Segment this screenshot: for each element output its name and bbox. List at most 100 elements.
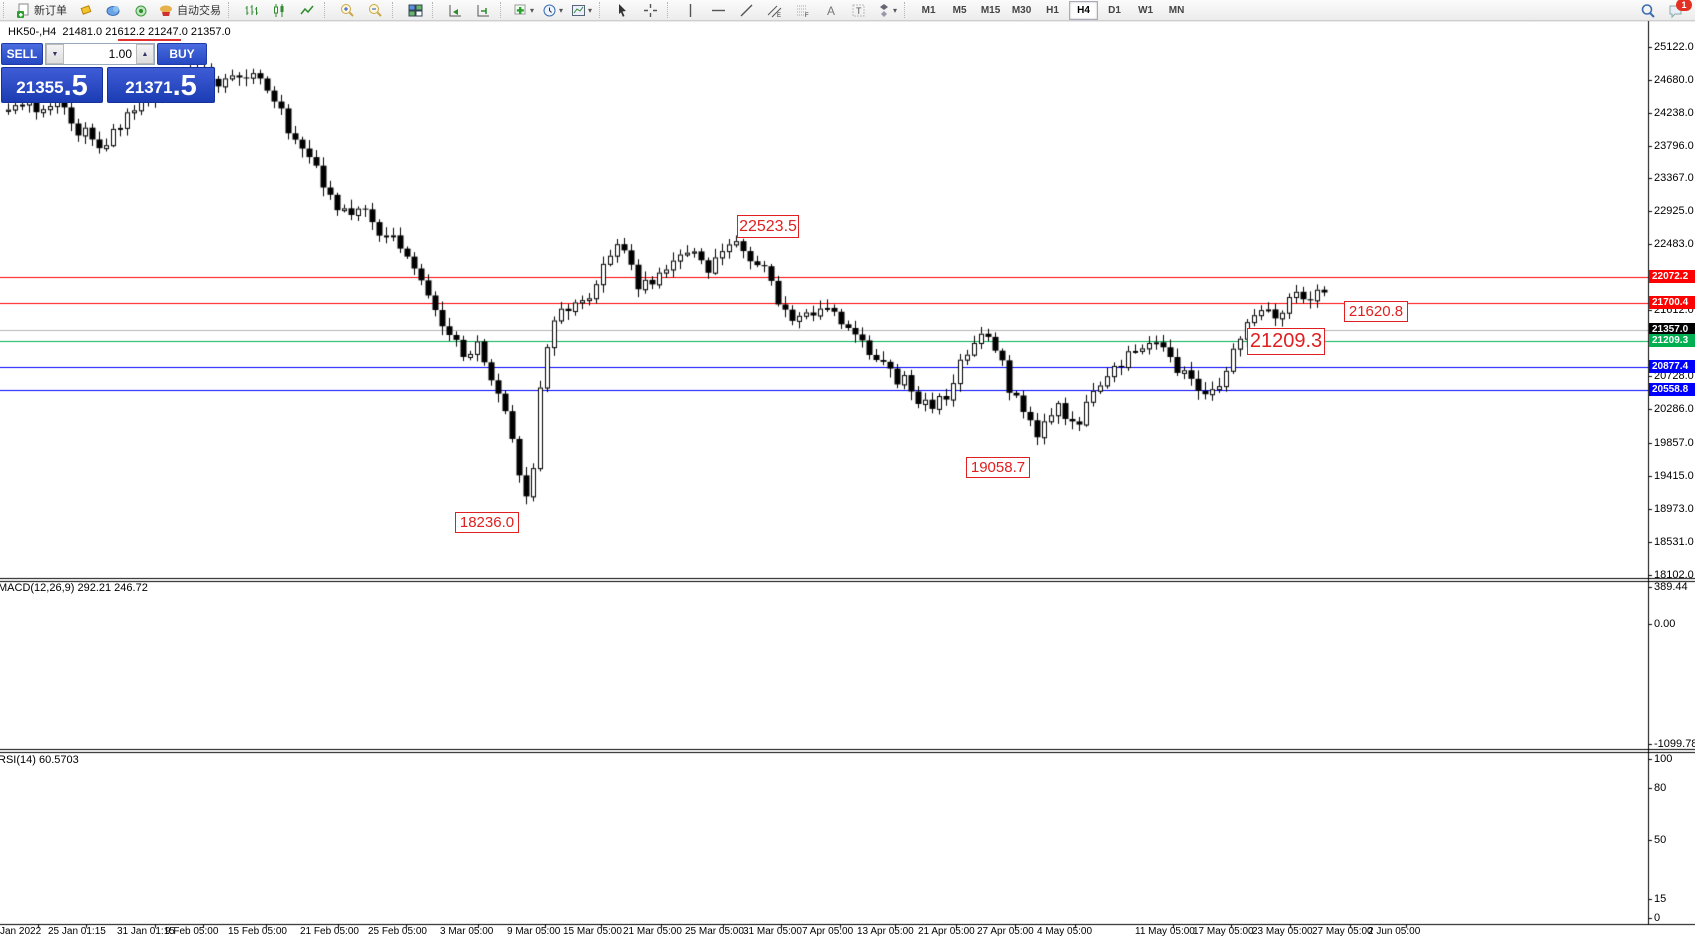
toolbar-separator [324, 2, 330, 18]
timeframe-mn-button[interactable]: MN [1168, 4, 1185, 16]
fibonacci-button[interactable]: F [789, 0, 815, 20]
cursor-button[interactable] [609, 0, 635, 20]
blue-cloud-icon [106, 3, 121, 18]
signals-button[interactable] [128, 0, 154, 20]
zoom-in-button[interactable] [334, 0, 360, 20]
shapes-button[interactable]: ▾ [873, 0, 900, 20]
volume-input[interactable] [64, 44, 136, 64]
rsi-axis-tick: 15 [1654, 893, 1667, 905]
buy-button[interactable]: BUY [157, 43, 207, 65]
vertical-line-button[interactable] [677, 0, 703, 20]
time-axis-label: 31 Jan 01:15 [117, 926, 175, 937]
metaeditor-button[interactable] [72, 0, 98, 20]
templates-button[interactable]: ▾ [568, 0, 595, 20]
market-watch-button[interactable] [100, 0, 126, 20]
price-axis-tick: 19415.0 [1654, 470, 1694, 482]
volume-down-button[interactable]: ▼ [46, 44, 64, 64]
horizontal-line-button[interactable] [705, 0, 731, 20]
price-axis-tick: 20728.0 [1654, 370, 1694, 382]
trendline-button[interactable] [733, 0, 759, 20]
price-axis-tick: 18973.0 [1654, 503, 1694, 515]
time-axis-label: 7 Apr 05:00 [802, 926, 854, 937]
price-annotation[interactable]: 22523.5 [737, 215, 799, 238]
chat-notification-badge: 1 [1676, 0, 1692, 11]
time-axis-label: 2 Jun 05:00 [1368, 926, 1421, 937]
time-axis-label: 15 Feb 05:00 [228, 926, 287, 937]
autoscroll-icon [448, 3, 463, 18]
new-order-button[interactable]: 新订单 [13, 0, 70, 20]
price-axis-tick: 24680.0 [1654, 74, 1694, 86]
new-order-button-label: 新订单 [34, 5, 67, 17]
sell-button[interactable]: SELL [1, 43, 43, 65]
svg-text:A: A [827, 4, 835, 18]
search-button[interactable] [1634, 1, 1660, 21]
price-axis-tick: 25122.0 [1654, 41, 1694, 53]
volume-up-button[interactable]: ▲ [136, 44, 154, 64]
price-line-label: 21209.3 [1649, 334, 1695, 347]
sell-price-main: 21355 [16, 78, 64, 97]
crosshair-icon [643, 3, 658, 18]
bar-chart-button[interactable] [238, 0, 264, 20]
periods-button[interactable]: ▾ [539, 0, 566, 20]
rsi-axis-tick: 100 [1654, 753, 1673, 765]
autotrade-button-label: 自动交易 [177, 5, 221, 17]
timeframe-m1-button[interactable]: M1 [921, 4, 936, 16]
time-axis-label: Jan 2022 [0, 926, 42, 937]
macd-axis-tick: -1099.78 [1654, 738, 1695, 750]
timeframe-w1-button[interactable]: W1 [1138, 4, 1154, 16]
rsi-axis-tick: 80 [1654, 782, 1667, 794]
toolbar: 新订单 自动交易 ▾ ▾ ▾ E F A T ▾ M1 M5 M15 M30 H1 H4 D1 W1 MN 1 [0, 0, 1695, 21]
buy-price-frac: .5 [172, 70, 197, 102]
timeframe-m5-button[interactable]: M5 [952, 4, 967, 16]
ind-plus-icon [513, 3, 528, 18]
text-label-button[interactable]: T [845, 0, 871, 20]
price-axis-tick: 18531.0 [1654, 536, 1694, 548]
rsi-indicator-label: RSI(14) 60.5703 [0, 754, 79, 766]
timeframe-m30-button[interactable]: M30 [1011, 4, 1032, 16]
zoom-in-icon [340, 3, 355, 18]
toolbar-separator [392, 2, 398, 18]
timeframe-h4-button[interactable]: H4 [1069, 0, 1099, 20]
sell-price-display[interactable]: 21355.5 [1, 67, 104, 103]
price-annotation[interactable]: 21209.3 [1247, 328, 1325, 355]
time-axis-label: 31 Mar 05:00 [743, 926, 802, 937]
time-axis-label: 25 Mar 05:00 [685, 926, 744, 937]
price-line-label: 21357.0 [1649, 323, 1695, 336]
price-axis-tick: 24238.0 [1654, 107, 1694, 119]
price-annotation[interactable]: 21620.8 [1344, 301, 1408, 322]
line-chart-button[interactable] [294, 0, 320, 20]
chat-button[interactable]: 1 [1662, 0, 1692, 21]
chart-shift-button[interactable] [470, 0, 496, 20]
auto-scroll-button[interactable] [442, 0, 468, 20]
zoom-out-icon [368, 3, 383, 18]
toolbar-separator [3, 2, 9, 18]
vline-icon [683, 3, 698, 18]
buy-price-display[interactable]: 21371.5 [107, 67, 215, 103]
tile-windows-button[interactable] [402, 0, 428, 20]
autotrade-button[interactable]: 自动交易 [156, 0, 224, 20]
crosshair-button[interactable] [637, 0, 663, 20]
time-axis-label: 27 Apr 05:00 [977, 926, 1034, 937]
timeframe-h1-button[interactable]: H1 [1046, 4, 1059, 16]
price-axis-tick: 23796.0 [1654, 140, 1694, 152]
timeframe-m15-button[interactable]: M15 [980, 4, 1001, 16]
equidistant-channel-button[interactable]: E [761, 0, 787, 20]
shapes-icon [876, 3, 891, 18]
zoom-out-button[interactable] [362, 0, 388, 20]
price-annotation[interactable]: 19058.7 [966, 457, 1030, 478]
indicators-button[interactable]: ▾ [510, 0, 537, 20]
price-axis-tick: 22483.0 [1654, 238, 1694, 250]
time-axis-label: 17 May 05:00 [1193, 926, 1254, 937]
price-axis-tick: 23367.0 [1654, 172, 1694, 184]
price-line-label: 20877.4 [1649, 360, 1695, 373]
chartshift-icon [476, 3, 491, 18]
price-annotation[interactable]: 18236.0 [455, 512, 519, 533]
price-axis-tick: 22925.0 [1654, 205, 1694, 217]
dropdown-caret-icon: ▾ [893, 5, 898, 15]
price-axis-tick: 20286.0 [1654, 403, 1694, 415]
time-axis-label: 13 Apr 05:00 [857, 926, 914, 937]
candlestick-chart-button[interactable] [266, 0, 292, 20]
timeframe-d1-button[interactable]: D1 [1108, 4, 1121, 16]
text-button[interactable]: A [817, 0, 843, 20]
